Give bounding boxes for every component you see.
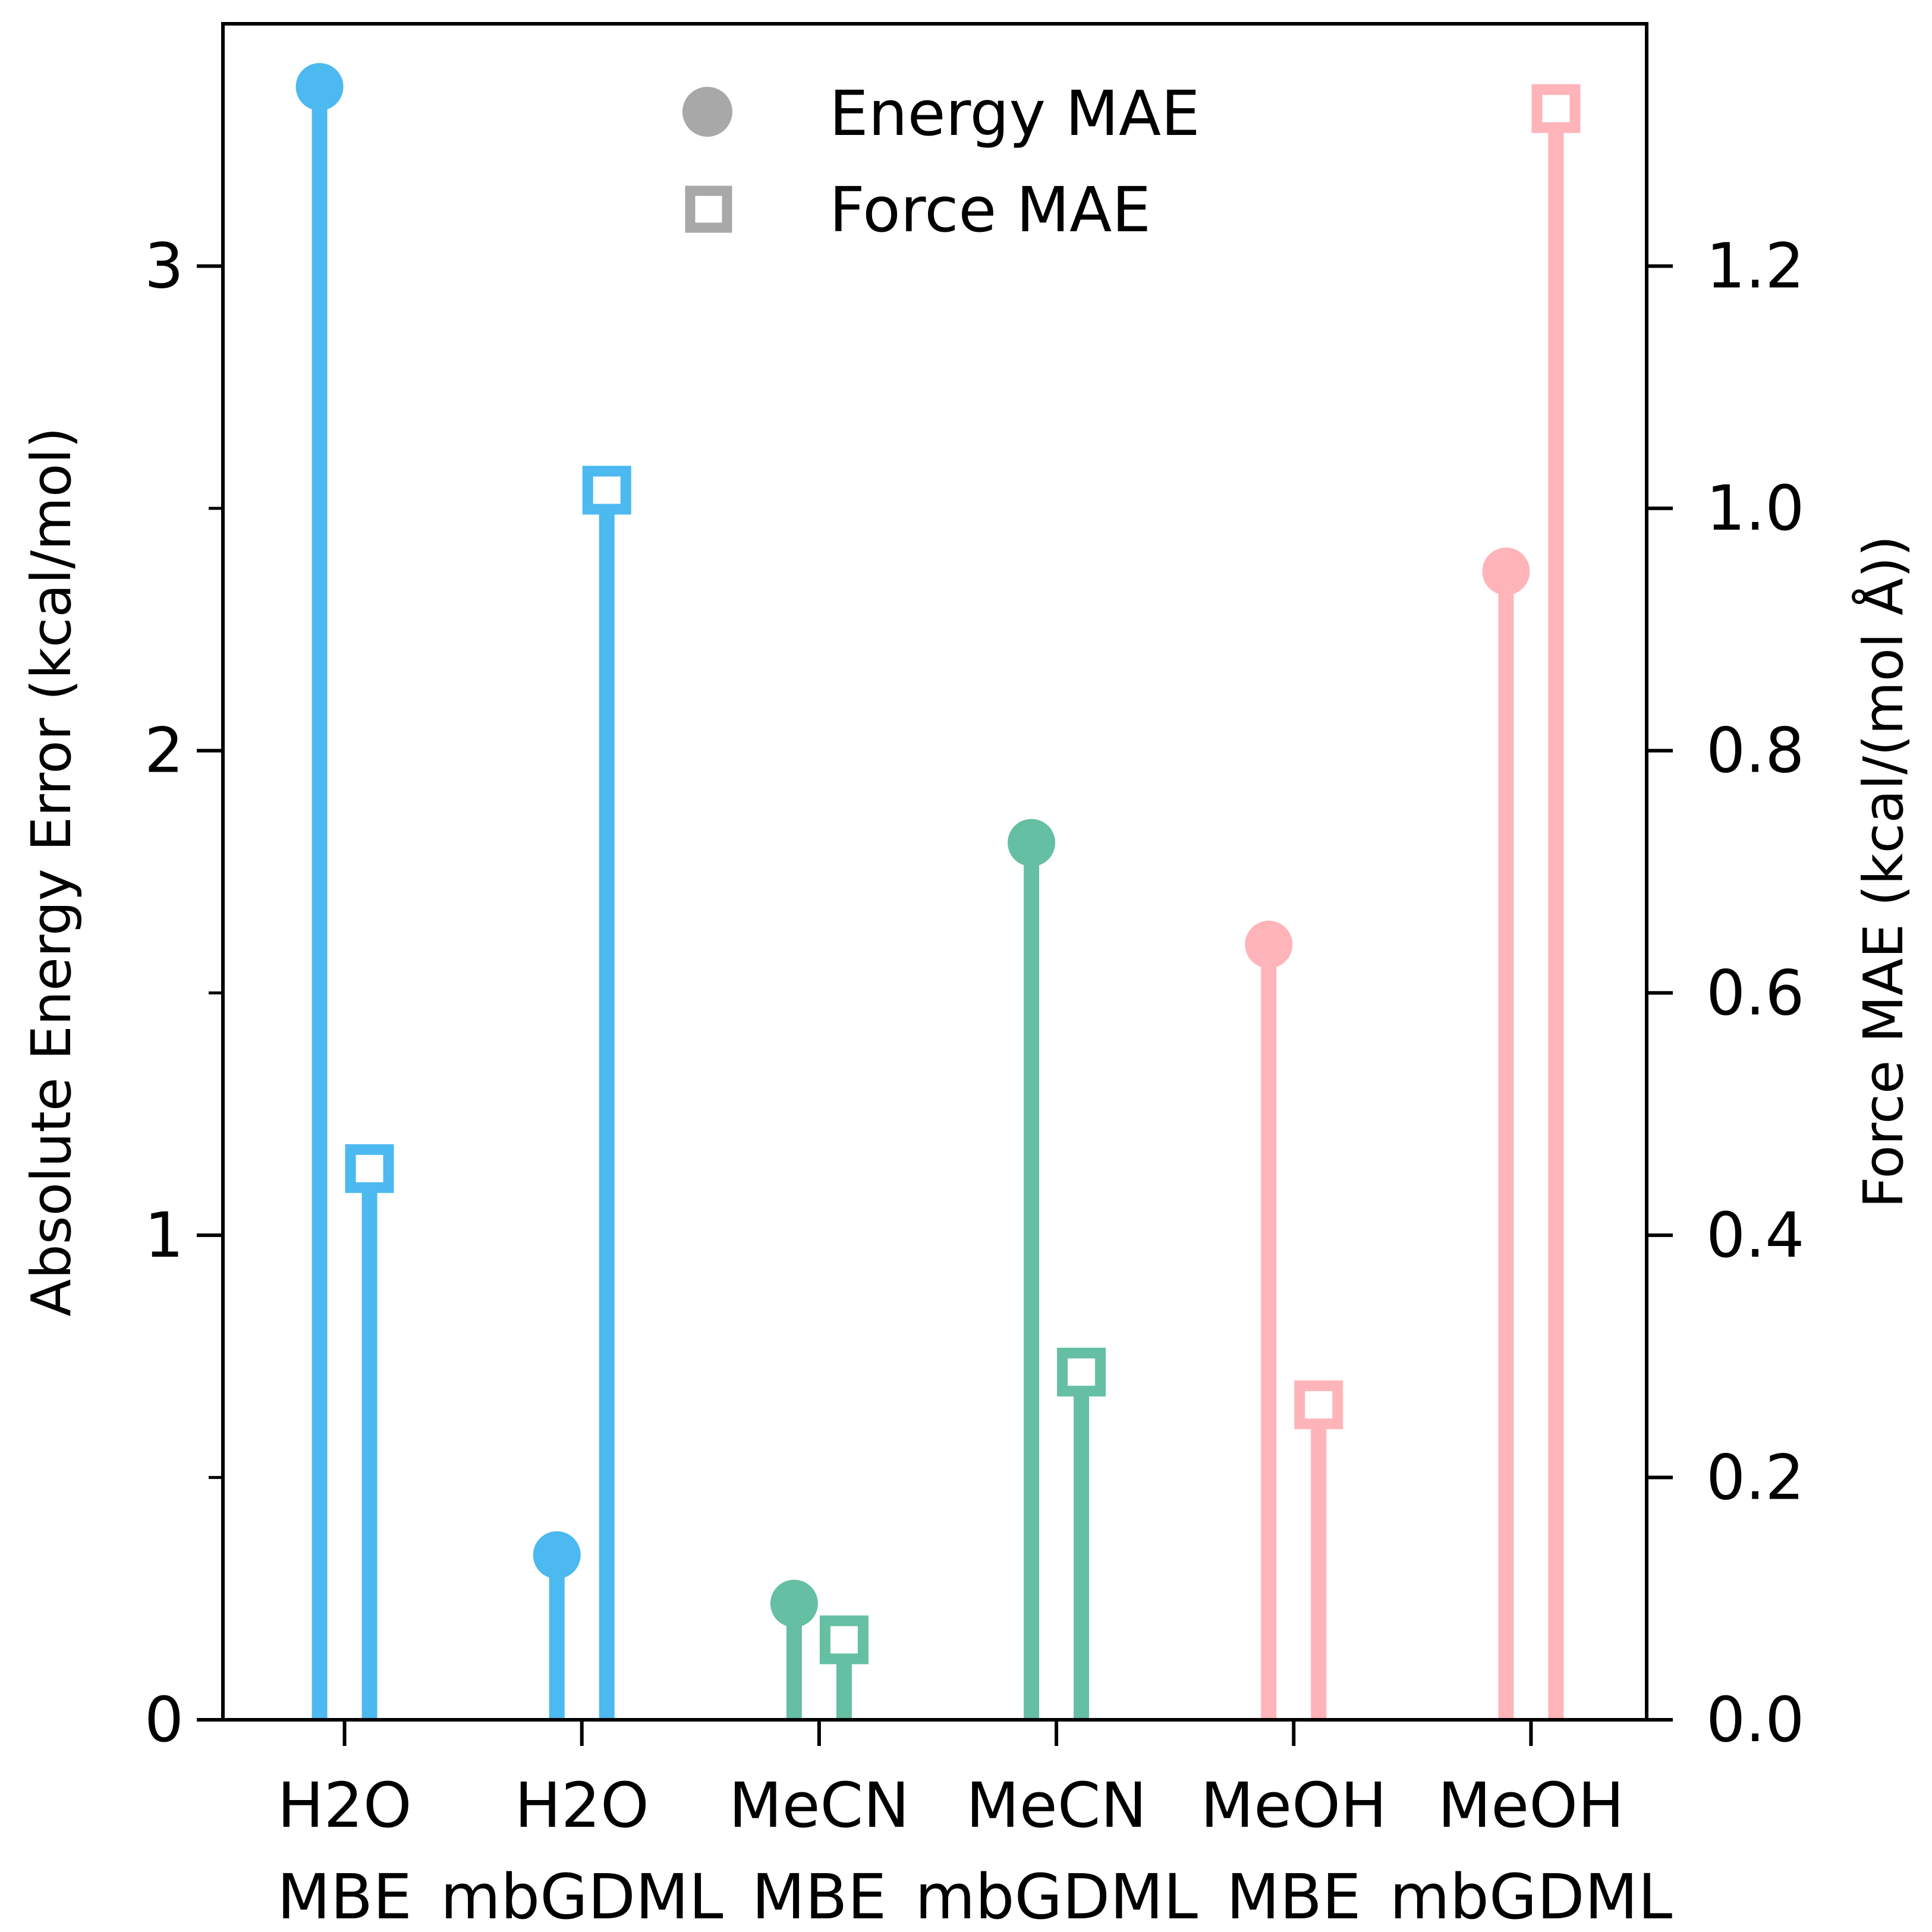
y-axis-label: Absolute Energy Error (kcal/mol) <box>20 427 83 1316</box>
y2-tick-label: 0.6 <box>1706 956 1804 1029</box>
y2-tick-label: 1.2 <box>1706 230 1804 303</box>
legend-force-label: Force MAE <box>829 174 1151 246</box>
x-tick-label: MeOH <box>1200 1769 1387 1842</box>
force-point <box>345 1144 394 1193</box>
plot-frame <box>221 22 1648 1722</box>
x-tick-label: MeOH <box>1438 1769 1625 1842</box>
y2-tick-label: 1.0 <box>1706 472 1804 545</box>
x-tick-label: MBE <box>752 1861 887 1932</box>
y-tick-label: 3 <box>144 230 184 303</box>
x-tick-label: MBE <box>1226 1861 1361 1932</box>
legend-force-marker <box>685 185 732 233</box>
y2-tick-label: 0.4 <box>1706 1199 1804 1272</box>
x-tick-label: MeCN <box>966 1769 1147 1842</box>
y-tick-label: 1 <box>144 1199 184 1272</box>
y2-tick-label: 0.2 <box>1706 1441 1804 1513</box>
legend-energy-marker <box>682 87 732 137</box>
force-point <box>819 1615 869 1664</box>
force-point <box>1057 1348 1106 1397</box>
force-point <box>1294 1380 1343 1430</box>
x-tick-label: mbGDML <box>440 1861 723 1932</box>
energy-point <box>1008 819 1056 867</box>
axes: 0 1 2 3 0.0 0.2 0.4 0.6 0.8 1.0 1.2 H2O MBE H2O mbGDML… <box>144 230 1805 1932</box>
y-tick-label: 0 <box>144 1684 184 1756</box>
x-tick-label: mbGDML <box>1390 1861 1673 1932</box>
x-tick-label: H2O <box>277 1769 411 1842</box>
x-tick-label: MBE <box>277 1861 412 1932</box>
legend: Energy MAE Force MAE <box>682 77 1200 246</box>
energy-point <box>295 62 344 111</box>
plot-marks <box>295 62 1581 1720</box>
force-point <box>1531 84 1581 133</box>
energy-point <box>1482 547 1530 596</box>
force-point <box>582 465 631 515</box>
y-tick-label: 2 <box>144 715 184 787</box>
energy-point <box>770 1579 818 1628</box>
x-tick-label: MeCN <box>729 1769 910 1842</box>
energy-point <box>533 1531 581 1579</box>
y2-tick-label: 0.0 <box>1706 1684 1804 1756</box>
y2-axis-label: Force MAE (kcal/(mol Å)) <box>1851 536 1915 1209</box>
y2-tick-label: 0.8 <box>1706 715 1804 787</box>
x-tick-label: H2O <box>515 1769 649 1842</box>
legend-energy-label: Energy MAE <box>829 77 1200 150</box>
x-tick-label: mbGDML <box>915 1861 1198 1932</box>
energy-point <box>1245 920 1293 968</box>
